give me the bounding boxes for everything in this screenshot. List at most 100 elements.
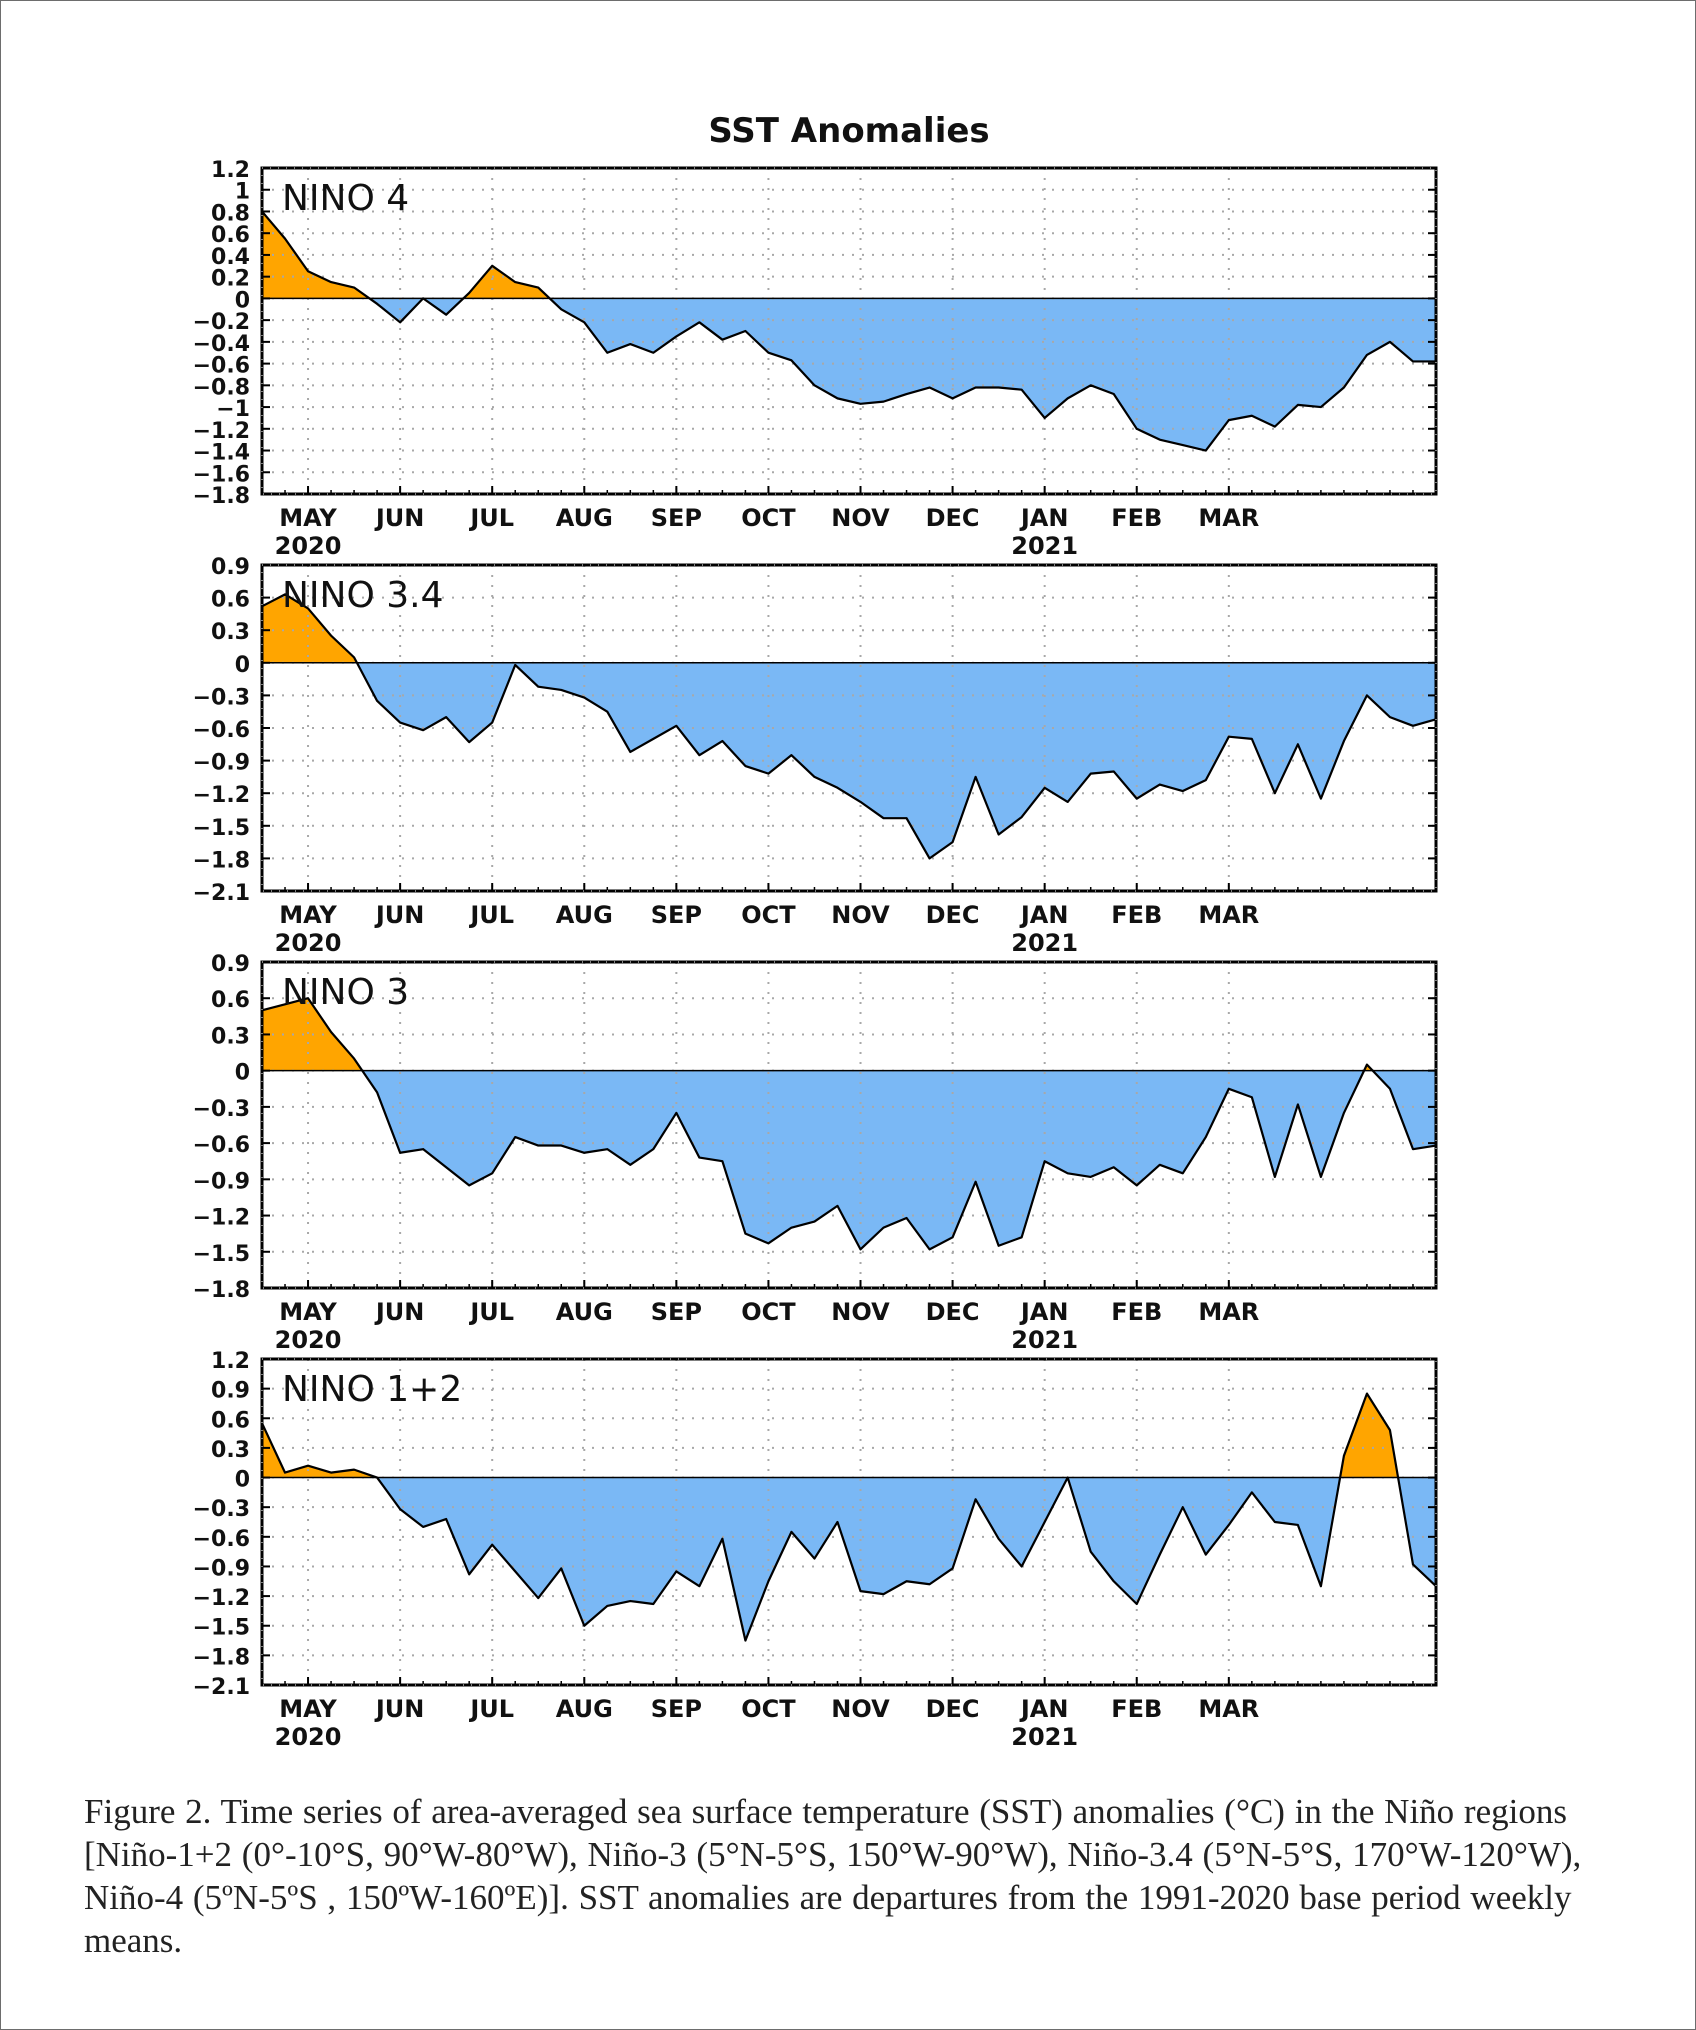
data-point [721,1160,724,1163]
data-point [790,359,793,362]
plot-frame-dash [261,167,1437,495]
figure-caption: Figure 2. Time series of area-averaged s… [84,1792,1582,1960]
data-point [652,1603,655,1605]
data-point [1020,816,1023,818]
data-point [1343,1112,1345,1114]
data-point [606,1148,609,1150]
panels-group: 1.210.80.60.40.20−0.2−0.4−0.6−0.8−1−1.2−… [193,158,1438,1751]
y-tick-label: −1.2 [193,419,250,444]
data-point [790,754,793,756]
data-point [537,685,540,688]
data-point [330,634,332,637]
x-tick-label: AUG [556,901,613,929]
data-point [859,801,862,803]
data-point [1205,449,1207,452]
y-tick-label: 0.6 [211,988,250,1013]
data-point [1228,1087,1230,1090]
panel-label: NINO 3 [282,972,409,1013]
data-point [491,1543,494,1546]
data-point [1066,397,1069,400]
panel-label: NINO 4 [282,178,409,219]
data-point [606,351,609,354]
series-line [261,997,1437,1251]
data-point [859,1590,862,1592]
panel-1: 0.9 0.6 0.3 0 −0.3 −0.6 −0.9 −1.2 −1.5 −1.8 −2.1 MA… [193,555,1438,957]
data-point [997,386,1000,389]
data-point [1297,1103,1299,1106]
data-point [1412,725,1414,727]
y-tick-label: −1.5 [193,1242,250,1267]
data-point [836,786,839,789]
data-point [652,351,655,354]
panel-label: NINO 1+2 [282,1369,462,1410]
data-point [514,1136,517,1138]
data-point [1158,783,1161,786]
y-tick-label: 0 [235,1061,250,1086]
x-tick-label: SEP [651,1298,702,1326]
data-point [1066,1172,1069,1175]
x-tick-label: JAN [1019,1695,1069,1723]
data-point [468,1573,470,1576]
x-tick-label: JUL [468,1695,514,1723]
data-point [951,397,954,400]
y-tick-label: 0.9 [211,1379,250,1404]
y-tick-label: 0.9 [211,952,250,977]
data-point [1181,1172,1184,1175]
data-point [721,740,724,742]
data-point [1158,1553,1161,1556]
data-point [514,1570,517,1573]
y-tick-label: −1.6 [193,462,250,487]
plot-frame-dash [261,1358,1437,1686]
x-tick-label: JUN [374,1695,425,1723]
data-point [1135,1184,1138,1187]
y-tick-label: 0.2 [211,267,250,292]
data-point [997,1244,1000,1247]
y-tick-label: −0.9 [193,1556,250,1581]
data-point [767,772,770,775]
data-point [1205,1553,1207,1556]
sst-anomalies-chart: SST Anomalies 1.210.80.60.40.20−0.2−0.4−… [193,111,1438,1751]
data-point [537,1597,540,1599]
data-point [1389,1087,1391,1090]
y-tick-label: −0.3 [193,1497,250,1522]
data-point [330,1031,332,1033]
x-tick-label: DEC [926,1695,980,1723]
x-tick-label: MAY [279,504,337,532]
y-tick-label: −2.1 [193,881,250,906]
data-point [1389,1429,1391,1431]
y-tick-label: −1 [216,397,250,422]
data-point [951,1567,954,1570]
data-point [376,303,378,305]
data-point [652,738,655,740]
data-point [1366,354,1368,356]
x-tick-label: JUL [468,901,514,929]
data-point [928,1248,931,1251]
data-point [1020,388,1023,391]
data-point [353,656,355,659]
data-point [675,335,678,338]
data-point [560,308,563,311]
x-tick-label: JUN [374,901,425,929]
data-point [974,776,977,778]
data-point [537,286,540,289]
y-tick-label: 0 [235,653,250,678]
data-point [1412,360,1414,363]
y-tick-label: 0.9 [211,555,250,580]
series-line [261,1392,1437,1642]
data-point [468,292,470,294]
data-point [583,1151,586,1154]
data-point [974,1498,977,1501]
series-line [261,593,1437,860]
data-point [882,1593,885,1595]
data-point [307,997,309,1000]
y-tick-label: −0.2 [193,310,250,335]
x-year-label: 2020 [275,1723,342,1751]
x-tick-label: MAR [1198,504,1259,532]
data-point [1020,1565,1023,1568]
data-point [468,741,470,743]
data-point [1343,386,1345,389]
data-point [583,696,586,699]
data-point [399,1151,401,1154]
data-point [905,817,908,819]
positive-anomaly-area [262,211,550,299]
